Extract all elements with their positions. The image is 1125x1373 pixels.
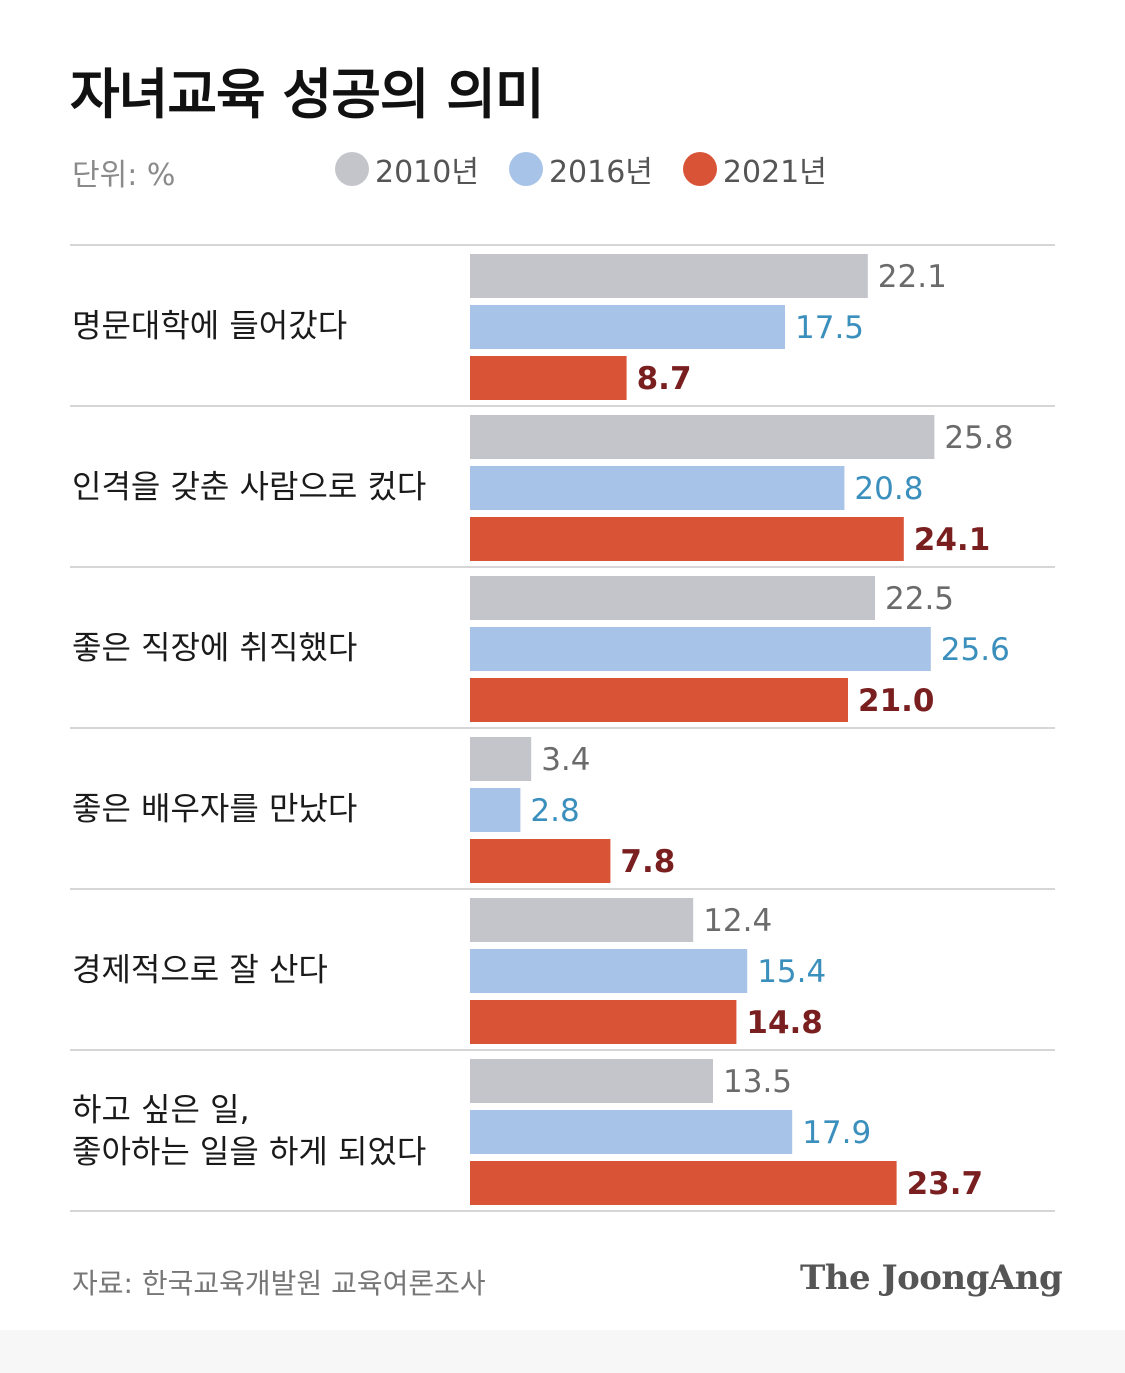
brand-logo: The JoongAng (800, 1258, 1063, 1298)
value-label: 22.5 (885, 581, 954, 617)
category-label: 명문대학에 들어갔다 (72, 307, 347, 345)
value-label: 25.6 (941, 632, 1010, 668)
value-label: 15.4 (757, 954, 826, 990)
category-label: 하고 싶은 일, (72, 1091, 250, 1129)
legend-item-2016: 2016년 (508, 147, 653, 191)
bar-2021년 (470, 839, 611, 883)
bar-2016년 (470, 788, 521, 832)
chart-title: 자녀교육 성공의 의미 (70, 63, 545, 126)
unit-label: 단위: % (72, 158, 176, 193)
bar-2016년 (470, 1110, 793, 1154)
value-label: 2.8 (530, 793, 579, 829)
bar-2016년 (470, 949, 748, 993)
bar-2021년 (470, 1161, 897, 1205)
bar-2010년 (470, 737, 532, 781)
legend-dot-2021 (682, 152, 717, 186)
value-label: 8.7 (637, 361, 692, 397)
legend-label-2016: 2016년 (548, 155, 653, 190)
category-label: 인격을 갖춘 사람으로 컸다 (72, 468, 426, 506)
bar-2010년 (470, 415, 935, 459)
value-label: 3.4 (541, 742, 590, 778)
bar-2010년 (470, 898, 694, 942)
bottom-strip (0, 1330, 1125, 1373)
value-label: 17.5 (795, 310, 864, 346)
value-label: 12.4 (703, 903, 772, 939)
category-label: 좋은 직장에 취직했다 (72, 629, 357, 667)
bar-2010년 (470, 576, 875, 620)
legend-item-2021: 2021년 (682, 147, 827, 191)
legend-dot-2010 (335, 152, 369, 186)
bar-2016년 (470, 466, 845, 510)
source-note: 자료: 한국교육개발원 교육여론조사 (72, 1267, 486, 1300)
category-label: 좋은 배우자를 만났다 (72, 790, 357, 828)
bar-2016년 (470, 305, 785, 349)
value-label: 23.7 (907, 1166, 984, 1202)
category-label: 좋아하는 일을 하게 되었다 (72, 1133, 426, 1171)
bar-2010년 (470, 254, 868, 298)
legend: 2010년 2016년 2021년 (335, 147, 827, 191)
bar-2010년 (470, 1059, 713, 1103)
legend-label-2021: 2021년 (722, 155, 827, 190)
value-label: 13.5 (723, 1064, 792, 1100)
category-label: 경제적으로 잘 산다 (72, 951, 328, 989)
bar-2016년 (470, 627, 931, 671)
legend-label-2010: 2010년 (375, 155, 479, 190)
value-label: 24.1 (914, 522, 991, 558)
value-label: 25.8 (944, 420, 1013, 456)
value-label: 21.0 (858, 683, 935, 719)
bar-2021년 (470, 1000, 737, 1044)
bar-2021년 (470, 678, 848, 722)
legend-item-2010: 2010년 (335, 147, 479, 191)
bar-2021년 (470, 356, 627, 400)
legend-dot-2016 (508, 152, 543, 186)
value-label: 17.9 (802, 1115, 871, 1151)
value-label: 14.8 (746, 1005, 823, 1041)
bar-2021년 (470, 517, 904, 561)
value-label: 22.1 (878, 259, 947, 295)
value-label: 20.8 (854, 471, 923, 507)
value-label: 7.8 (620, 844, 675, 880)
